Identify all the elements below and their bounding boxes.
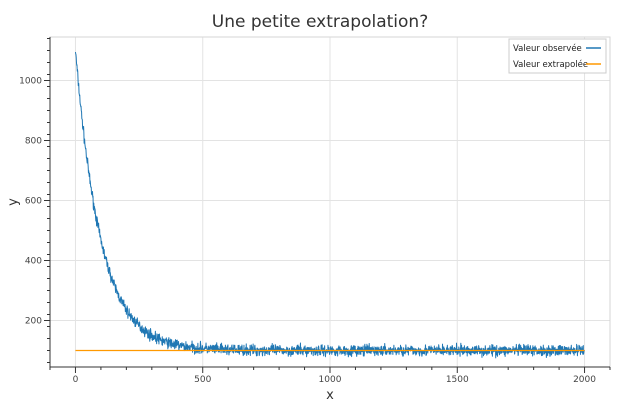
y-tick-label: 1000	[19, 77, 42, 87]
series-layer	[74, 51, 585, 359]
x-axis-label: x	[326, 388, 334, 403]
y-tick-label: 600	[25, 197, 42, 207]
axes: 0 500 1000 1500 2000 200 400 600 800 1000	[19, 38, 611, 385]
y-axis-label: y	[6, 198, 21, 206]
y-tick-label: 400	[25, 257, 42, 267]
y-tick-label: 200	[25, 317, 42, 327]
legend-label-extrapolated: Valeur extrapolée	[513, 59, 588, 70]
x-tick-label: 1000	[319, 375, 342, 385]
chart-title: Une petite extrapolation?	[212, 12, 428, 32]
y-tick-label: 800	[25, 137, 42, 147]
x-tick-label: 2000	[573, 375, 596, 385]
legend: Valeur observée Valeur extrapolée	[508, 38, 607, 74]
x-tick-label: 0	[73, 375, 79, 385]
series-line-observed	[74, 51, 585, 359]
x-tick-label: 500	[194, 375, 211, 385]
grid	[50, 37, 610, 367]
legend-box	[508, 38, 607, 74]
x-tick-label: 1500	[446, 375, 469, 385]
legend-label-observed: Valeur observée	[513, 43, 582, 54]
